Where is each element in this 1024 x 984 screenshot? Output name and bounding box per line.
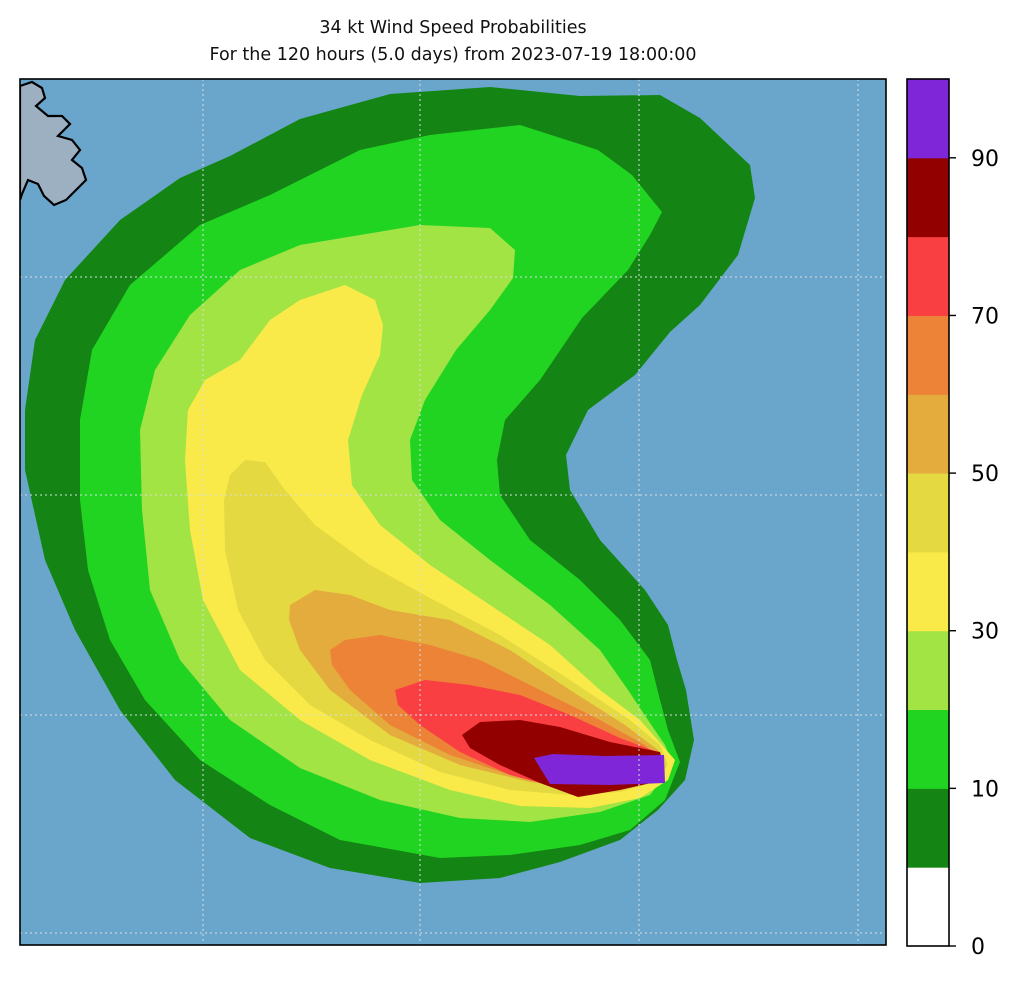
map-frame bbox=[19, 78, 887, 946]
colorbar-ticks: 0 10 30 50 70 90 bbox=[949, 147, 999, 960]
colorbar-tick-label: 10 bbox=[971, 777, 999, 802]
colorbar-band-70-80 bbox=[907, 236, 949, 316]
contour-90-100 bbox=[534, 754, 665, 785]
colorbar-tick-label: 30 bbox=[971, 620, 999, 645]
chart-subtitle: For the 120 hours (5.0 days) from 2023-0… bbox=[209, 45, 697, 65]
colorbar-band-40-50 bbox=[907, 473, 949, 553]
colorbar-tick-label: 90 bbox=[971, 147, 999, 172]
colorbar-band-0-5 bbox=[907, 867, 949, 947]
land-coastline bbox=[20, 80, 88, 207]
colorbar-band-50-60 bbox=[907, 394, 949, 474]
gridlines bbox=[20, 79, 886, 945]
chart-title: 34 kt Wind Speed Probabilities bbox=[319, 18, 587, 38]
colorbar-band-20-30 bbox=[907, 630, 949, 711]
map-area bbox=[20, 79, 886, 945]
colorbar bbox=[907, 79, 949, 947]
colorbar-band-90-100 bbox=[907, 79, 949, 159]
colorbar-band-80-90 bbox=[907, 157, 949, 238]
colorbar-band-30-40 bbox=[907, 551, 949, 632]
colorbar-frame bbox=[906, 78, 950, 947]
colorbar-band-5-10 bbox=[907, 788, 949, 868]
colorbar-tick-label: 70 bbox=[971, 304, 999, 329]
colorbar-tick-label: 0 bbox=[971, 935, 985, 960]
colorbar-band-10-20 bbox=[907, 709, 949, 789]
colorbar-tick-label: 50 bbox=[971, 462, 999, 487]
colorbar-band-60-70 bbox=[907, 315, 949, 395]
